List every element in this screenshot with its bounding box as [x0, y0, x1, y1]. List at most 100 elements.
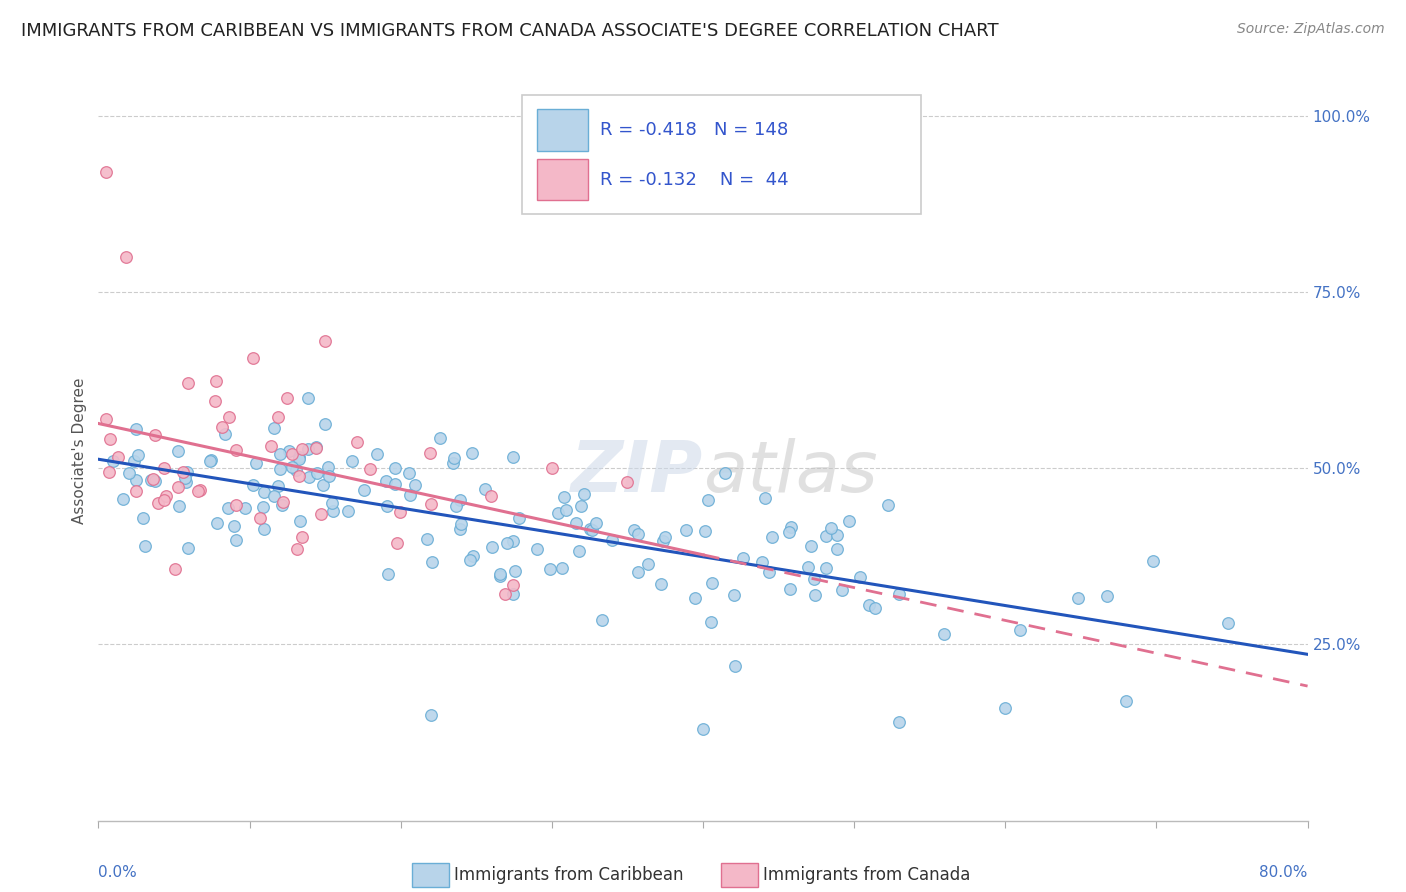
Point — [166, 443, 188, 458]
Point — [398, 466, 420, 480]
Point — [225, 498, 247, 512]
Point — [815, 561, 838, 575]
Point — [700, 615, 723, 629]
Point — [111, 491, 134, 506]
Point — [731, 550, 754, 565]
Point — [547, 507, 569, 521]
Point — [269, 462, 291, 476]
Point — [263, 421, 285, 435]
Point — [404, 478, 426, 492]
Point — [143, 428, 166, 442]
Point — [650, 576, 672, 591]
Point — [934, 627, 956, 641]
Point — [751, 555, 773, 569]
Point — [259, 439, 281, 453]
Point — [200, 453, 222, 467]
Point — [98, 465, 121, 479]
Point — [291, 442, 314, 457]
Point — [125, 422, 148, 436]
Point — [779, 520, 801, 534]
Point — [702, 576, 724, 591]
Point — [724, 659, 747, 673]
Point — [779, 582, 801, 596]
Point — [1095, 589, 1118, 603]
Point — [502, 533, 524, 548]
Point — [443, 451, 465, 466]
Point — [276, 391, 298, 405]
Point — [419, 446, 441, 460]
Point — [863, 601, 886, 615]
Point — [287, 452, 309, 467]
Point — [155, 489, 177, 503]
Point — [288, 450, 311, 464]
Text: Immigrants from Caribbean: Immigrants from Caribbean — [454, 866, 683, 884]
Point — [889, 714, 911, 729]
Point — [820, 521, 842, 535]
Point — [252, 500, 274, 515]
FancyBboxPatch shape — [537, 159, 588, 200]
Point — [449, 493, 471, 508]
Point — [311, 507, 333, 521]
Point — [568, 544, 591, 558]
Point — [825, 527, 848, 541]
Point — [98, 433, 121, 447]
Point — [495, 535, 517, 549]
Point — [173, 470, 195, 484]
Point — [177, 376, 200, 390]
Point — [285, 541, 308, 556]
Point — [143, 475, 166, 489]
Point — [245, 456, 267, 470]
Point — [359, 461, 381, 475]
Point — [838, 514, 860, 528]
Point — [675, 524, 697, 538]
Point — [581, 524, 603, 538]
Point — [374, 474, 396, 488]
Point — [305, 440, 328, 454]
Point — [626, 527, 648, 541]
Point — [142, 472, 165, 486]
Point — [692, 722, 714, 736]
Text: 80.0%: 80.0% — [1260, 865, 1308, 880]
Point — [176, 541, 198, 555]
Point — [94, 411, 117, 425]
Point — [693, 524, 716, 538]
Point — [815, 529, 838, 543]
Point — [489, 568, 512, 582]
Point — [134, 540, 156, 554]
Point — [127, 448, 149, 462]
Point — [271, 498, 294, 512]
Text: Source: ZipAtlas.com: Source: ZipAtlas.com — [1237, 22, 1385, 37]
Point — [572, 487, 595, 501]
Point — [654, 530, 676, 544]
Point — [316, 459, 339, 474]
Point — [419, 497, 441, 511]
Point — [553, 490, 575, 504]
Point — [172, 465, 194, 479]
Point — [831, 582, 853, 597]
Point — [723, 588, 745, 602]
Point — [375, 499, 398, 513]
Point — [204, 394, 226, 409]
Point — [94, 165, 117, 179]
Point — [176, 466, 198, 480]
Text: atlas: atlas — [703, 438, 877, 508]
FancyBboxPatch shape — [522, 95, 921, 213]
Point — [1142, 554, 1164, 568]
Point — [187, 484, 209, 499]
Point — [167, 499, 190, 513]
Point — [458, 553, 481, 567]
Point — [124, 473, 146, 487]
Point — [803, 572, 825, 586]
Point — [449, 522, 471, 536]
FancyBboxPatch shape — [537, 109, 588, 151]
Text: R = -0.132    N =  44: R = -0.132 N = 44 — [600, 171, 789, 189]
Point — [285, 462, 308, 476]
Point — [616, 475, 638, 490]
Point — [602, 533, 624, 547]
Point — [107, 450, 129, 464]
Text: R = -0.418   N = 148: R = -0.418 N = 148 — [600, 121, 789, 139]
Point — [502, 578, 524, 592]
Text: ZIP: ZIP — [571, 438, 703, 508]
Point — [307, 466, 329, 480]
Point — [481, 489, 503, 503]
